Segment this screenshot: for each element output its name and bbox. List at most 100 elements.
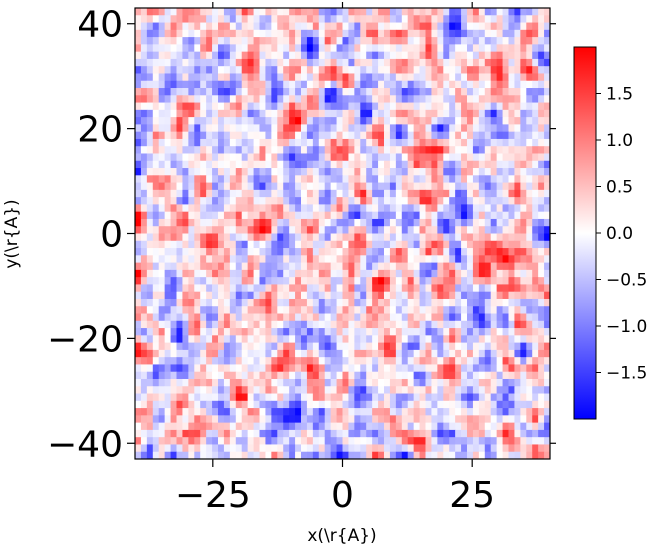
- heatmap-cell: [532, 364, 539, 373]
- heatmap-cell: [384, 422, 391, 431]
- heatmap-cell: [407, 37, 415, 45]
- heatmap-cell: [514, 51, 521, 60]
- heatmap-cell: [176, 102, 183, 111]
- heatmap-cell: [241, 415, 249, 424]
- heatmap-cell: [152, 335, 160, 344]
- heatmap-cell: [455, 204, 462, 213]
- heatmap-cell: [158, 313, 166, 322]
- heatmap-cell: [135, 298, 142, 307]
- heatmap-cell: [389, 335, 397, 344]
- heatmap-cell: [490, 153, 498, 162]
- heatmap-cell: [265, 160, 272, 169]
- heatmap-cell: [247, 328, 254, 336]
- heatmap-cell: [182, 378, 189, 387]
- heatmap-cell: [306, 131, 314, 140]
- heatmap-cell: [389, 109, 397, 118]
- heatmap-cell: [223, 451, 231, 459]
- heatmap-cell: [472, 444, 480, 453]
- heatmap-cell: [461, 73, 468, 82]
- heatmap-cell: [223, 444, 231, 453]
- heatmap-cell: [508, 175, 515, 183]
- heatmap-cell: [253, 88, 260, 96]
- heatmap-cell: [413, 95, 420, 103]
- heatmap-cell: [283, 37, 290, 45]
- heatmap-cell: [472, 408, 480, 416]
- heatmap-cell: [496, 211, 503, 220]
- heatmap-cell: [455, 357, 462, 365]
- heatmap-cell: [360, 29, 367, 38]
- heatmap-cell: [324, 80, 332, 89]
- heatmap-cell: [259, 131, 266, 140]
- heatmap-cell: [538, 226, 545, 234]
- heatmap-cell: [443, 364, 450, 373]
- heatmap-cell: [194, 233, 201, 242]
- heatmap-cell: [378, 88, 385, 96]
- heatmap-cell: [496, 349, 503, 358]
- heatmap-cell: [484, 378, 492, 387]
- heatmap-cell: [342, 357, 349, 365]
- heatmap-cell: [140, 284, 148, 293]
- heatmap-cell: [366, 408, 373, 416]
- heatmap-cell: [235, 233, 243, 242]
- heatmap-cell: [247, 386, 254, 394]
- heatmap-cell: [135, 357, 142, 365]
- heatmap-cell: [508, 95, 515, 103]
- heatmap-cell: [395, 320, 403, 329]
- heatmap-cell: [295, 175, 302, 183]
- heatmap-cell: [265, 335, 272, 344]
- heatmap-cell: [330, 291, 337, 300]
- heatmap-cell: [467, 131, 474, 140]
- heatmap-cell: [194, 175, 201, 183]
- heatmap-cell: [188, 444, 195, 453]
- heatmap-cell: [401, 233, 409, 242]
- heatmap-cell: [502, 153, 509, 162]
- heatmap-cell: [318, 175, 326, 183]
- heatmap-cell: [366, 146, 373, 154]
- heatmap-cell: [384, 298, 391, 307]
- heatmap-cell: [401, 371, 409, 380]
- heatmap-cell: [372, 400, 379, 409]
- heatmap-cell: [265, 138, 272, 147]
- heatmap-cell: [259, 255, 266, 263]
- heatmap-cell: [271, 284, 278, 293]
- heatmap-cell: [265, 444, 272, 453]
- heatmap-cell: [200, 102, 207, 111]
- heatmap-cell: [194, 328, 201, 336]
- heatmap-cell: [277, 306, 284, 314]
- heatmap-cell: [544, 189, 550, 198]
- heatmap-cell: [324, 37, 332, 45]
- heatmap-cell: [135, 269, 142, 278]
- heatmap-cell: [472, 102, 480, 111]
- heatmap-cell: [502, 146, 509, 154]
- heatmap-cell: [425, 58, 432, 67]
- heatmap-cell: [277, 451, 284, 459]
- heatmap-cell: [283, 182, 290, 191]
- heatmap-cell: [135, 124, 142, 133]
- heatmap-cell: [508, 248, 515, 256]
- heatmap-cell: [235, 197, 243, 205]
- heatmap-cell: [520, 284, 527, 293]
- heatmap-cell: [146, 15, 154, 23]
- heatmap-cell: [348, 189, 355, 198]
- heatmap-cell: [164, 349, 171, 358]
- heatmap-cell: [170, 124, 177, 133]
- heatmap-cell: [508, 437, 515, 445]
- heatmap-cell: [135, 88, 142, 96]
- heatmap-cell: [366, 95, 373, 103]
- heatmap-cell: [538, 386, 545, 394]
- heatmap-cell: [306, 277, 314, 285]
- heatmap-cell: [449, 328, 456, 336]
- heatmap-cell: [372, 335, 379, 344]
- heatmap-cell: [259, 146, 266, 154]
- heatmap-cell: [194, 429, 201, 438]
- heatmap-cell: [241, 269, 249, 278]
- heatmap-cell: [449, 29, 456, 38]
- heatmap-cell: [443, 153, 450, 162]
- heatmap-cell: [472, 378, 480, 387]
- heatmap-cell: [354, 233, 361, 242]
- heatmap-cell: [538, 15, 545, 23]
- heatmap-cell: [455, 248, 462, 256]
- heatmap-cell: [241, 131, 249, 140]
- heatmap-cell: [401, 117, 409, 125]
- heatmap-cell: [330, 146, 337, 154]
